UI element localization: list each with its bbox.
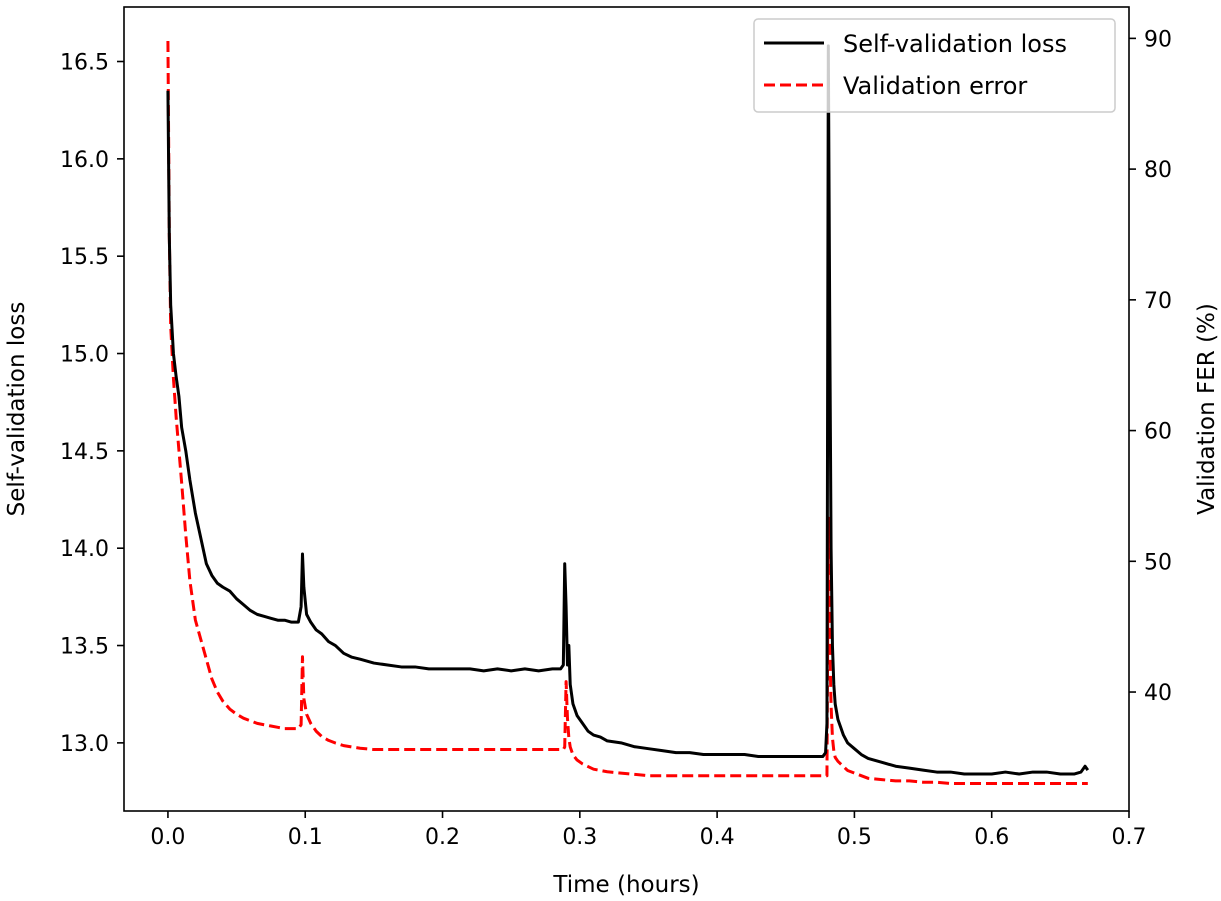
legend-label-validation-error: Validation error bbox=[843, 72, 1027, 100]
series-line-self-validation-loss bbox=[166, 44, 1090, 776]
series-layer bbox=[166, 40, 1090, 786]
x-tick-label: 0.3 bbox=[562, 825, 597, 850]
y-left-tick-label: 14.5 bbox=[60, 440, 109, 465]
x-tick-label: 0.0 bbox=[150, 825, 185, 850]
y-left-axis-label: Self-validation loss bbox=[4, 302, 30, 517]
x-tick-label: 0.4 bbox=[700, 825, 735, 850]
y-right-tick-label: 70 bbox=[1144, 289, 1172, 314]
y-left-tick-label: 15.0 bbox=[60, 343, 109, 368]
legend-box bbox=[753, 18, 1116, 113]
y-left-tick-label: 16.5 bbox=[60, 51, 109, 76]
y-left-tick-label: 15.5 bbox=[60, 245, 109, 270]
y-right-tick-label: 60 bbox=[1144, 420, 1172, 445]
x-tick-label: 0.2 bbox=[425, 825, 460, 850]
y-left-tick-label: 13.5 bbox=[60, 635, 109, 660]
plot-frame bbox=[123, 6, 1130, 812]
x-tick-label: 0.5 bbox=[837, 825, 872, 850]
y-left-tick-label: 16.0 bbox=[60, 148, 109, 173]
x-tick-label: 0.7 bbox=[1112, 825, 1147, 850]
y-right-tick-label: 40 bbox=[1144, 681, 1172, 706]
x-axis-label: Time (hours) bbox=[552, 872, 699, 898]
y-right-tick-label: 80 bbox=[1144, 158, 1172, 183]
x-tick-label: 0.6 bbox=[974, 825, 1009, 850]
y-right-tick-label: 90 bbox=[1144, 27, 1172, 52]
y-left-tick-label: 13.0 bbox=[60, 732, 109, 757]
y-right-tick-label: 50 bbox=[1144, 550, 1172, 575]
y-left-tick-label: 14.0 bbox=[60, 537, 109, 562]
series-line-validation-error bbox=[166, 40, 1088, 786]
ticks-layer: 0.0 0.1 0.2 0.3 0.4 0.5 0.6 0.7 13.0 13.5 14.0 14.5… bbox=[60, 27, 1172, 850]
y-right-axis-label: Validation FER (%) bbox=[1194, 303, 1220, 515]
legend: Self-validation loss Validation error bbox=[753, 18, 1116, 113]
legend-label-self-validation-loss: Self-validation loss bbox=[843, 30, 1067, 58]
x-tick-label: 0.1 bbox=[288, 825, 323, 850]
